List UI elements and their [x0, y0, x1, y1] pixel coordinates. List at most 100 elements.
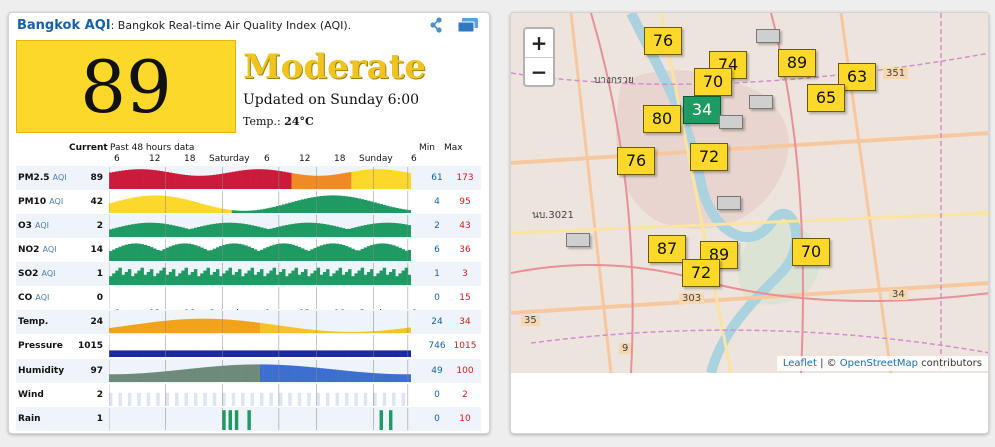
- spark-bar: [351, 276, 355, 285]
- row-sparkline[interactable]: [109, 239, 411, 261]
- spark-bar: [215, 174, 220, 189]
- spark-bar: [348, 331, 352, 333]
- row-sparkline[interactable]: [109, 287, 411, 309]
- spark-bar: [181, 227, 185, 237]
- windows-icon[interactable]: [457, 17, 479, 37]
- spark-bar: [294, 201, 299, 213]
- spark-bar: [121, 170, 126, 189]
- station-marker[interactable]: 76: [617, 147, 655, 175]
- spark-bar: [178, 243, 182, 261]
- spark-bar: [203, 367, 207, 382]
- inactive-station-marker[interactable]: [719, 115, 743, 129]
- station-marker[interactable]: 70: [792, 238, 830, 266]
- attribution-sep: | ©: [816, 358, 840, 369]
- row-sparkline[interactable]: [109, 408, 411, 430]
- spark-bar: [388, 271, 393, 285]
- spark-bar: [209, 318, 214, 333]
- table-row: SO2 AQI 1 1 3: [16, 262, 481, 286]
- spark-bar: [181, 174, 185, 189]
- spark-bar: [124, 325, 129, 333]
- spark-bar: [385, 169, 390, 189]
- leaflet-link[interactable]: Leaflet: [782, 358, 817, 369]
- spark-bar: [316, 267, 321, 285]
- row-max: 173: [456, 173, 474, 183]
- station-marker[interactable]: 72: [690, 143, 728, 171]
- spark-bar: [253, 322, 258, 333]
- spark-bar: [373, 350, 377, 357]
- attribution-contrib: contributors: [918, 358, 982, 369]
- row-sparkline[interactable]: [109, 167, 411, 189]
- station-marker[interactable]: 65: [807, 84, 845, 112]
- spark-bar: [285, 224, 289, 237]
- spark-bar: [370, 331, 374, 333]
- spark-bar: [203, 225, 207, 237]
- row-sparkline[interactable]: [109, 360, 411, 382]
- spark-bar: [407, 374, 411, 382]
- row-sparkline[interactable]: [109, 335, 411, 357]
- spark-bar: [115, 201, 119, 213]
- spark-bar: [357, 331, 361, 333]
- row-sparkline[interactable]: [109, 384, 411, 406]
- station-marker[interactable]: 34: [683, 96, 721, 124]
- row-sparkline[interactable]: [109, 311, 411, 333]
- spark-bar: [382, 330, 387, 333]
- station-marker[interactable]: 76: [644, 27, 682, 55]
- spark-bar: [234, 364, 239, 382]
- spark-bar: [366, 200, 371, 213]
- share-icon[interactable]: [429, 17, 443, 37]
- temp-label: Temp.:: [243, 115, 285, 128]
- spark-bar: [348, 247, 352, 261]
- inactive-station-marker[interactable]: [756, 29, 780, 43]
- spark-bar: [200, 273, 204, 285]
- spark-bar: [310, 273, 314, 285]
- row-sparkline[interactable]: [109, 215, 411, 237]
- spark-bar: [370, 169, 374, 189]
- spark-bar: [407, 249, 411, 261]
- spark-bar: [360, 170, 365, 189]
- spark-bar: [121, 245, 126, 261]
- row-sparkline[interactable]: [109, 191, 411, 213]
- spark-bar: [115, 327, 119, 333]
- spark-bar: [266, 273, 270, 285]
- spark-bar: [112, 273, 116, 285]
- row-current: 0: [96, 293, 103, 303]
- inactive-station-marker[interactable]: [749, 95, 773, 109]
- zoom-in-button[interactable]: +: [530, 31, 548, 55]
- station-marker[interactable]: 87: [648, 235, 686, 263]
- spark-bar: [322, 271, 327, 285]
- station-marker[interactable]: 72: [682, 259, 720, 287]
- spark-bar: [285, 326, 289, 333]
- spark-bar: [149, 247, 154, 261]
- spark-bar: [266, 246, 270, 261]
- spark-bar: [401, 374, 406, 382]
- spark-bar: [131, 243, 135, 261]
- spark-bar: [156, 392, 160, 406]
- spark-bar: [376, 330, 380, 333]
- spark-bar: [171, 320, 176, 333]
- spark-bar: [366, 271, 371, 285]
- table-row: Wind 2 0 2: [16, 383, 481, 407]
- spark-bar: [178, 319, 182, 333]
- spark-bar: [401, 392, 406, 406]
- station-marker[interactable]: 80: [643, 105, 681, 133]
- spark-bar: [149, 222, 154, 237]
- osm-link[interactable]: OpenStreetMap: [839, 358, 918, 369]
- row-sparkline[interactable]: [109, 263, 411, 285]
- spark-bar: [231, 243, 236, 261]
- city-title[interactable]: Bangkok AQI: [17, 18, 111, 33]
- spark-bar: [124, 350, 129, 357]
- spark-bar: [256, 209, 261, 213]
- inactive-station-marker[interactable]: [717, 196, 741, 210]
- spark-bar: [282, 243, 286, 261]
- spark-bar: [137, 169, 141, 189]
- spark-bar: [398, 223, 402, 237]
- station-marker[interactable]: 70: [694, 68, 732, 96]
- station-marker[interactable]: 89: [778, 49, 816, 77]
- spark-bar: [297, 392, 302, 406]
- station-map[interactable]: + − 76 74 89 63 70 65 34 80 76 72 87 89 72 70 บางกรวย…: [511, 13, 988, 373]
- zoom-out-button[interactable]: −: [525, 57, 553, 85]
- spark-bar: [300, 271, 305, 285]
- spark-bar: [231, 350, 236, 357]
- inactive-station-marker[interactable]: [566, 233, 590, 247]
- row-current: 2: [96, 221, 103, 231]
